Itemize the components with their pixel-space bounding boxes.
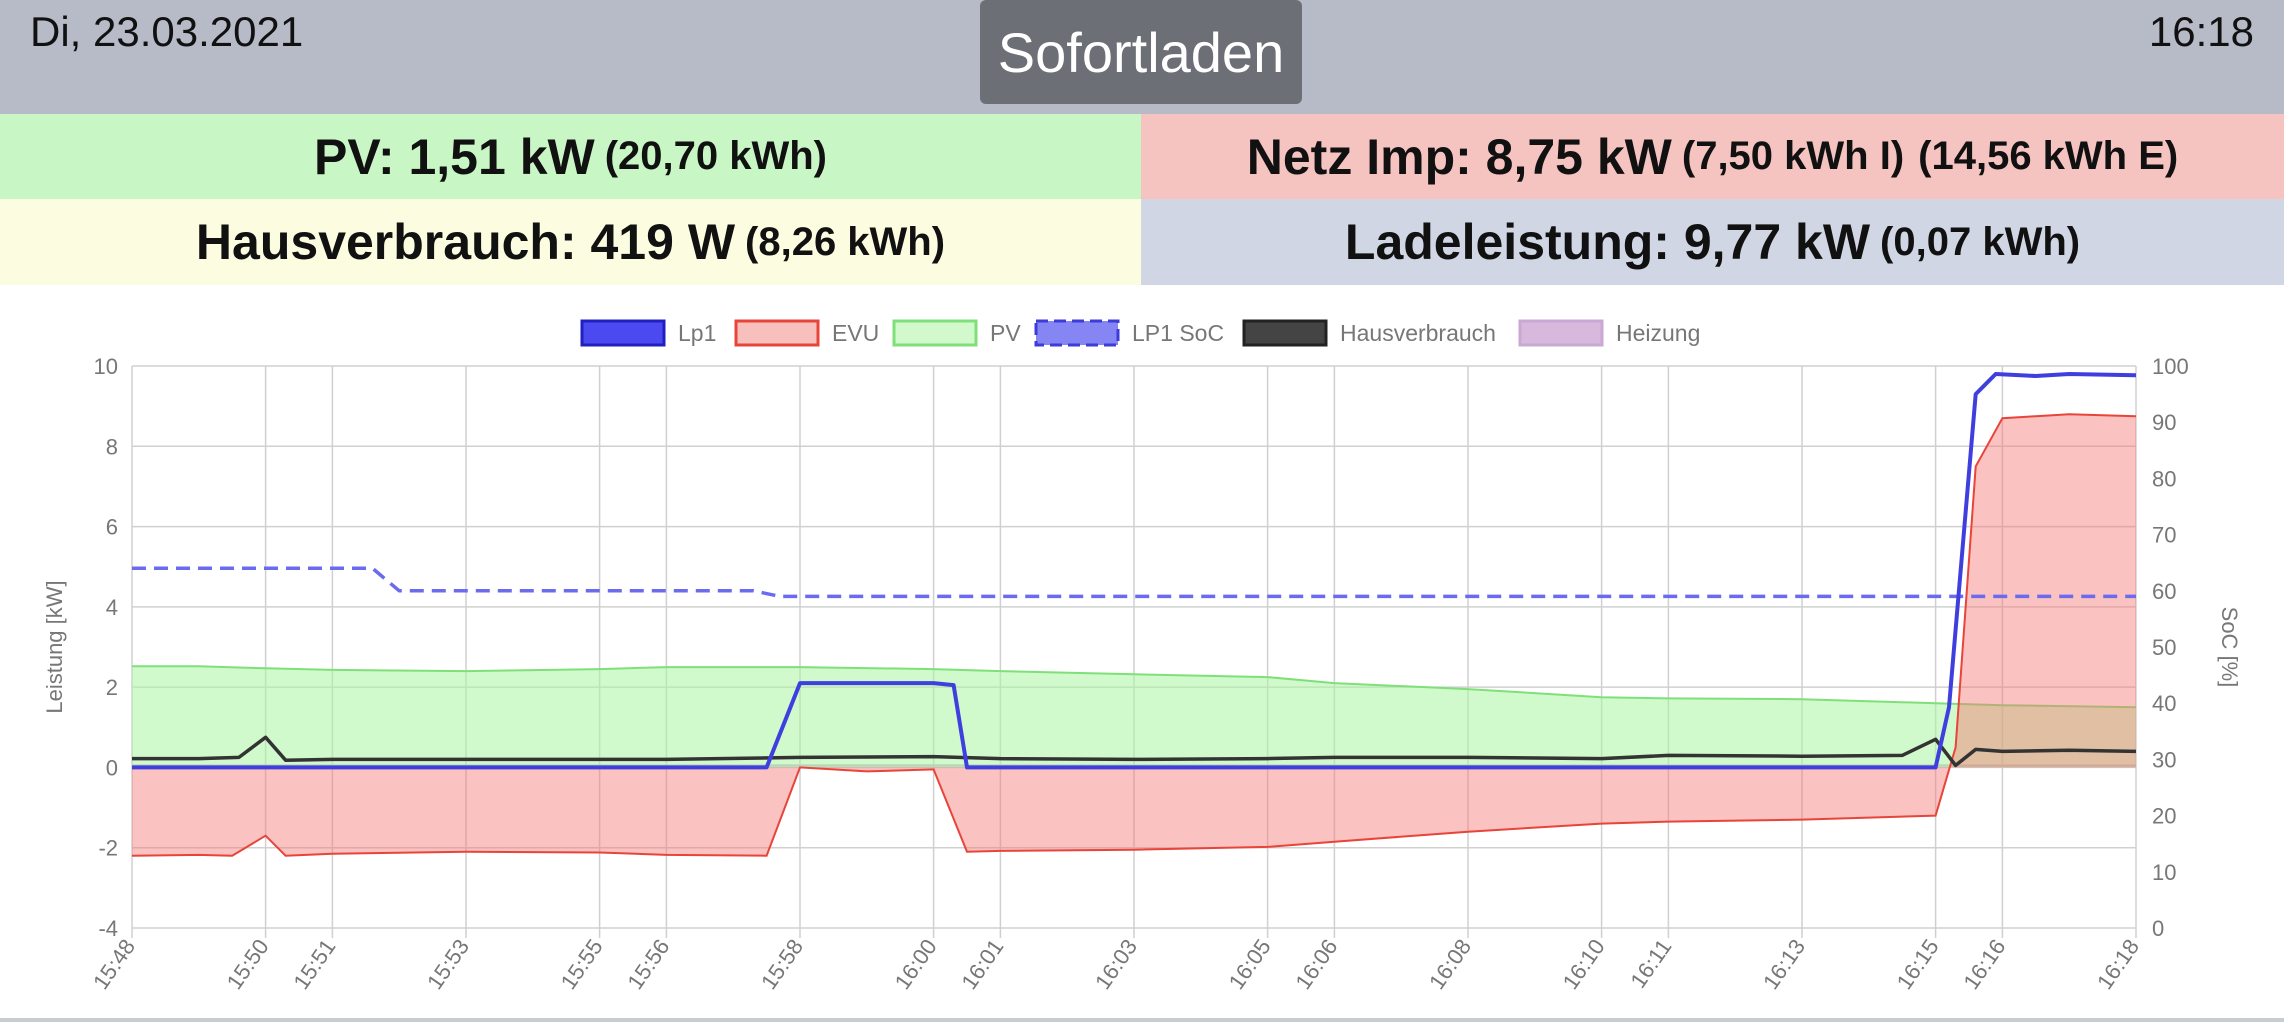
y2-tick-label: 100 (2152, 354, 2189, 379)
series-line-evu (131, 413, 2137, 857)
grid-power: Netz Imp: 8,75 kW (1246, 128, 1672, 185)
y2-tick-label: 50 (2152, 635, 2176, 660)
y2-axis-label: SoC [%] (2217, 607, 2242, 688)
y-axis-label: Leistung [kW] (42, 580, 67, 713)
legend-swatch-lp1 (580, 319, 666, 347)
y2-tick-label: 20 (2152, 804, 2176, 829)
y2-tick-label: 60 (2152, 579, 2176, 604)
x-tick-label: 16:11 (1625, 935, 1676, 993)
top-bar: Di, 23.03.2021 Sofortladen 16:18 (0, 0, 2284, 114)
house-energy: (8,26 kWh) (745, 219, 946, 264)
series-area-evu (132, 414, 2136, 856)
pv-tile: PV: 1,51 kW (20,70 kWh) (0, 114, 1141, 199)
x-tick-label: 16:15 (1892, 935, 1944, 994)
x-tick-label: 15:50 (222, 935, 274, 994)
x-tick-label: 16:08 (1424, 935, 1476, 994)
series-line-lp1 (132, 372, 2137, 770)
x-tick-label: 16:03 (1090, 935, 1142, 994)
y-tick-label: -2 (98, 836, 118, 861)
x-tick-label: 15:48 (88, 935, 140, 994)
series-line-pv (132, 665, 2137, 709)
series-line-hausverbrauch (132, 735, 2137, 768)
house-power: Hausverbrauch: 419 W (195, 214, 736, 270)
x-tick-label: 16:16 (1958, 935, 2010, 994)
charge-mode-button[interactable]: Sofortladen (980, 0, 1302, 104)
y-tick-label: 4 (106, 595, 118, 620)
x-tick-label: 15:58 (756, 935, 808, 994)
time-display: 16:18 (2148, 8, 2254, 55)
y-tick-label: 6 (106, 515, 118, 540)
legend-label-lp1: Lp1 (678, 320, 716, 346)
y-tick-label: 2 (106, 675, 118, 700)
y-tick-label: 8 (106, 434, 118, 459)
grid-export-energy: (14,56 kWh E) (1918, 134, 2179, 178)
bottom-divider (0, 1018, 2284, 1022)
legend-swatch-pv (892, 319, 978, 347)
y2-tick-label: 30 (2152, 747, 2176, 772)
x-tick-label: 15:56 (622, 935, 674, 994)
x-tick-label: 15:55 (556, 935, 608, 994)
date-display: Di, 23.03.2021 (30, 8, 304, 55)
legend-swatch-lp1-soc (1034, 319, 1120, 347)
y2-tick-label: 90 (2152, 410, 2176, 435)
legend-label-heizung: Heizung (1616, 320, 1700, 346)
x-tick-label: 16:10 (1558, 935, 1610, 994)
series-area-pv (132, 666, 2136, 768)
charging-power: Ladeleistung: 9,77 kW (1344, 214, 1871, 270)
charging-power-tile: Ladeleistung: 9,77 kW (0,07 kWh) (1141, 199, 2284, 285)
pv-energy: (20,70 kWh) (604, 134, 827, 178)
grid-tile: Netz Imp: 8,75 kW (7,50 kWh I) (14,56 kW… (1141, 114, 2284, 199)
y-tick-label: -4 (98, 916, 118, 941)
y2-tick-label: 40 (2152, 691, 2176, 716)
legend-swatch-evu (734, 319, 820, 347)
x-tick-label: 16:06 (1290, 935, 1342, 994)
series-line-lp1-soc (132, 566, 2136, 599)
y-tick-label: 0 (106, 755, 118, 780)
x-tick-label: 16:05 (1224, 935, 1276, 994)
y2-tick-label: 80 (2152, 466, 2176, 491)
legend-swatch-heizung (1518, 319, 1604, 347)
grid-import-energy: (7,50 kWh I) (1681, 134, 1905, 178)
chart-svg: -4 -2 0 2 4 6 8 10 15:48 15:50 15:51 15:53 15:55 15:5… (42, 319, 2242, 994)
legend-label-lp1-soc: LP1 SoC (1132, 320, 1224, 346)
house-consumption-tile: Hausverbrauch: 419 W (8,26 kWh) (0, 199, 1141, 285)
x-tick-label: 15:53 (422, 935, 474, 994)
x-tick-label: 16:01 (956, 935, 1008, 994)
pv-power: PV: 1,51 kW (314, 128, 595, 185)
legend-label-evu: EVU (832, 320, 879, 346)
power-chart: -4 -2 0 2 4 6 8 10 15:48 15:50 15:51 15:53 15:55 15:5… (0, 285, 2284, 1022)
y-tick-label: 10 (94, 354, 118, 379)
y2-tick-label: 10 (2152, 860, 2176, 885)
y2-tick-label: 0 (2152, 916, 2164, 941)
x-tick-label: 15:51 (288, 935, 340, 994)
x-tick-label: 16:00 (890, 935, 942, 994)
x-tick-label: 16:18 (2092, 935, 2144, 994)
legend-swatch-hausverbrauch (1242, 319, 1328, 347)
y2-tick-label: 70 (2152, 523, 2176, 548)
x-tick-label: 16:13 (1758, 935, 1810, 994)
legend-label-pv: PV (990, 320, 1021, 346)
charging-energy: (0,07 kWh) (1880, 219, 2081, 264)
legend-label-hausverbrauch: Hausverbrauch (1340, 320, 1496, 346)
